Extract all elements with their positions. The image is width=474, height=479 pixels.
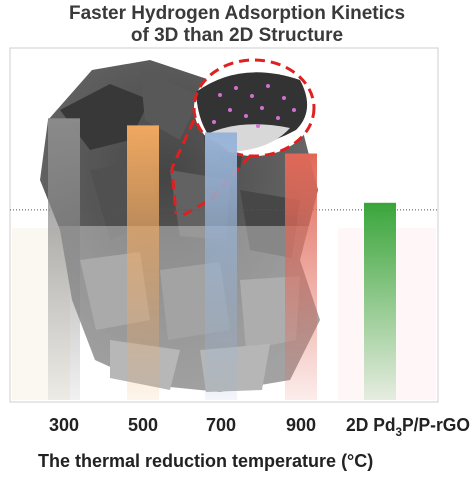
- bar-cap-2: [127, 125, 159, 129]
- chart-title-line-2: of 3D than 2D Structure: [130, 25, 344, 46]
- bar-cap-5: [364, 202, 396, 206]
- bar-3: [205, 132, 237, 401]
- bar-cap-3: [205, 132, 237, 136]
- bar-1: [48, 118, 80, 401]
- x-tick-label: 300: [49, 415, 79, 435]
- x-tick-label: 700: [206, 415, 236, 435]
- x-tick-label: 2D Pd3P/P-rGO: [346, 415, 470, 439]
- x-axis-label: The thermal reduction temperature (°C): [38, 451, 374, 471]
- bar-5: [364, 202, 396, 400]
- bar-2: [127, 125, 159, 400]
- x-tick-label: 900: [286, 415, 316, 435]
- chart-title-line-1: Faster Hydrogen Adsorption Kinetics: [68, 3, 406, 24]
- bar-4: [285, 153, 317, 400]
- x-tick-label: 500: [128, 415, 158, 435]
- bar-cap-4: [285, 153, 317, 157]
- bar-cap-1: [48, 118, 80, 122]
